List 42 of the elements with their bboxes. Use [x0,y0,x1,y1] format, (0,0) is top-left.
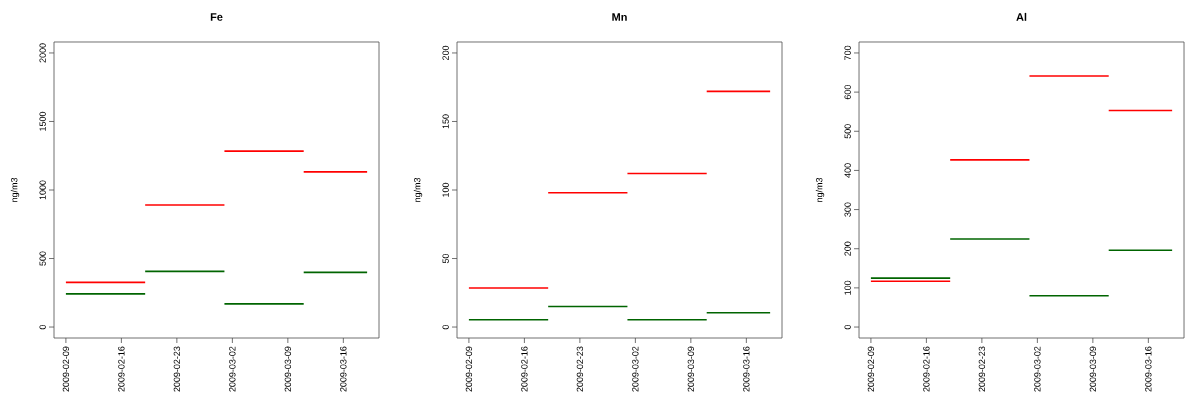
x-tick-label: 2009-02-16 [923,346,930,392]
y-tick-label: 0 [442,324,449,330]
x-tick-label: 2009-03-02 [1034,346,1041,392]
chart-title: Al [1016,12,1027,21]
y-tick-label: 200 [844,241,851,256]
chart-title: Fe [210,13,223,21]
x-tick-label: 2009-02-16 [521,346,528,392]
x-tick-label: 2009-02-23 [576,346,584,392]
y-tick-label: 100 [442,182,449,197]
y-tick-label: 700 [844,45,851,60]
x-tick-label: 2009-02-23 [173,346,181,392]
y-tick-label: 1000 [39,180,46,200]
x-tick-label: 2009-03-09 [1089,346,1097,392]
y-tick-label: 1500 [39,111,46,131]
x-tick-label: 2009-03-02 [632,346,639,392]
y-axis-title: ng/m3 [815,177,825,202]
y-tick-label: 100 [844,280,851,295]
x-tick-label: 2009-03-16 [340,346,347,392]
y-tick-label: 300 [844,202,851,217]
y-tick-label: 600 [844,84,851,100]
x-tick-label: 2009-02-09 [62,346,70,392]
x-tick-label: 2009-02-16 [118,346,125,392]
y-axis-title: ng/m3 [10,177,20,202]
x-tick-label: 2009-03-09 [284,346,292,392]
x-tick-label: 2009-02-23 [978,346,986,392]
x-tick-label: 2009-02-09 [465,346,473,392]
y-tick-label: 2000 [39,43,46,63]
x-tick-label: 2009-03-16 [1145,346,1152,392]
x-tick-label: 2009-03-09 [687,346,695,392]
y-tick-label: 500 [844,124,851,139]
y-tick-label: 0 [39,324,46,330]
y-tick-label: 400 [844,163,851,178]
y-axis-title: ng/m3 [413,177,423,202]
y-tick-label: 0 [844,324,851,330]
x-tick-label: 2009-02-09 [867,346,875,392]
y-tick-label: 150 [442,114,449,129]
y-tick-label: 50 [442,253,449,264]
y-tick-label: 200 [442,45,449,60]
chart-title: Mn [612,13,627,21]
y-tick-label: 500 [39,251,46,266]
x-tick-label: 2009-03-02 [229,346,236,392]
x-tick-label: 2009-03-16 [743,346,750,392]
